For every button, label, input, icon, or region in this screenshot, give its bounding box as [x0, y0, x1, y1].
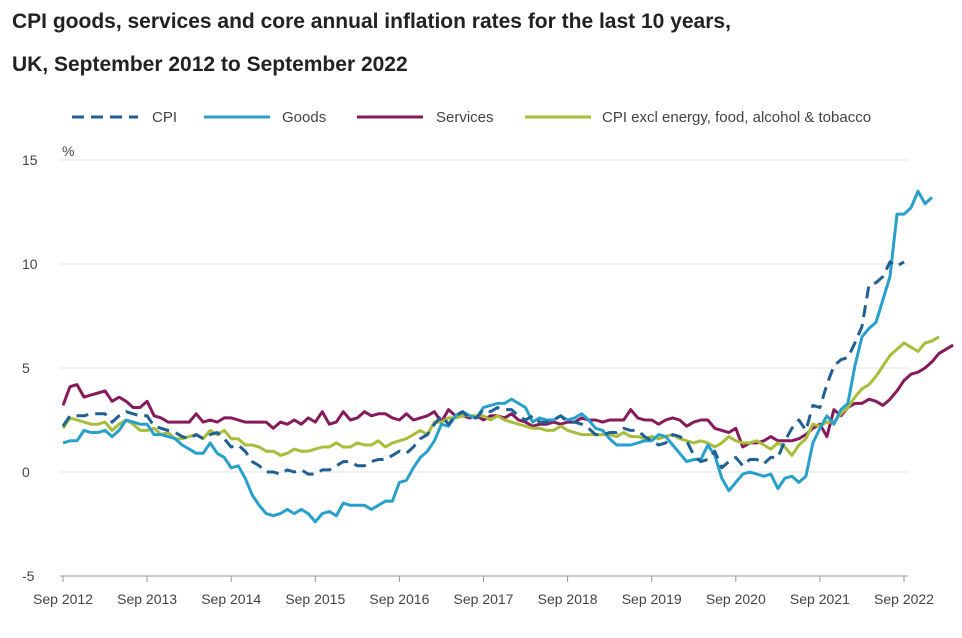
gridlines [60, 159, 908, 577]
chart-subtitle: UK, September 2012 to September 2022 [12, 53, 408, 76]
legend-label: CPI [152, 109, 177, 126]
series-line-services [61, 343, 954, 449]
y-tick-label: 0 [22, 464, 30, 480]
series-line-cpi-excl-energy-food-alcohol-tobacco [61, 335, 940, 457]
legend-label: Goods [282, 109, 326, 126]
y-axis-unit: % [62, 143, 74, 159]
x-tick-label: Sep 2016 [369, 591, 429, 607]
series-lines [61, 189, 954, 524]
y-tick-label: 5 [22, 360, 30, 376]
x-tick-label: Sep 2022 [874, 591, 934, 607]
legend-label: CPI excl energy, food, alcohol & tobacco [602, 109, 871, 126]
legend-label: Services [436, 109, 494, 126]
x-tick-label: Sep 2019 [622, 591, 682, 607]
x-tick-label: Sep 2018 [538, 591, 598, 607]
y-tick-label: 10 [22, 256, 38, 272]
y-axis: 15 10 5 0 -5 [22, 152, 38, 584]
series-line-goods [62, 189, 934, 524]
x-tick-label: Sep 2014 [201, 591, 261, 607]
y-tick-label: -5 [22, 568, 35, 584]
chart-title: CPI goods, services and core annual infl… [12, 10, 731, 33]
x-tick-label: Sep 2015 [285, 591, 345, 607]
x-tick-label: Sep 2013 [117, 591, 177, 607]
x-tick-label: Sep 2020 [706, 591, 766, 607]
x-axis: Sep 2012 Sep 2013 Sep 2014 Sep 2015 Sep 2016… [33, 576, 934, 607]
y-tick-label: 15 [22, 152, 38, 168]
legend: CPI Goods Services CPI excl energy, food, a… [72, 109, 871, 126]
x-tick-label: Sep 2012 [33, 591, 93, 607]
x-tick-label: Sep 2017 [454, 591, 514, 607]
x-tick-label: Sep 2021 [790, 591, 850, 607]
